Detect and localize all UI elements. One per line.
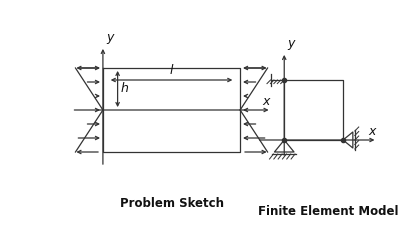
Text: y: y (287, 37, 295, 50)
Text: y: y (106, 31, 113, 44)
Text: x: x (262, 95, 269, 108)
Text: Problem Sketch: Problem Sketch (120, 197, 224, 210)
Text: Finite Element Model: Finite Element Model (258, 205, 398, 218)
Text: l: l (170, 64, 173, 77)
Text: h: h (120, 82, 128, 96)
Text: x: x (368, 125, 376, 138)
